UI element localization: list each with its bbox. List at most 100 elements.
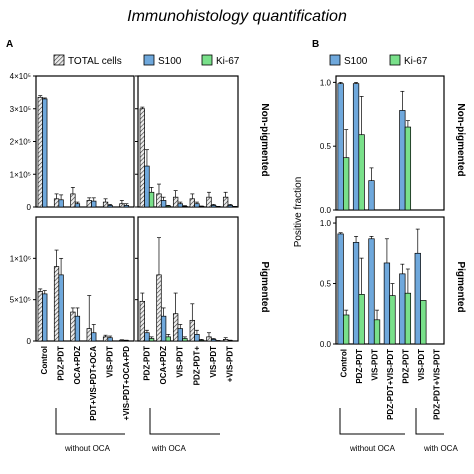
a-r1-s0-bar-total	[53, 266, 60, 342]
a-r1-s0-frame	[35, 216, 135, 342]
a-r1-s1-bar-total	[189, 319, 195, 342]
a-r1-s0-bar-total	[119, 339, 125, 342]
b-bracket-without-oca	[339, 408, 405, 435]
b-r0-bar-s100	[337, 83, 344, 211]
a-r0-s0-ytick-label: 2×10⁵	[10, 138, 31, 147]
row-label-a-nonpigmented: Non-pigmented	[259, 103, 270, 176]
a-r1-s0-bar-total	[86, 328, 92, 342]
b-r1-category-label: PDZ-PDT+VIS-PDT	[432, 349, 441, 420]
a-r1-s0-bar-s100	[74, 315, 81, 342]
b-group-label-without-oca: without OCA	[349, 444, 396, 453]
plots-layer: 0 1×10⁵ 2×10⁵ 3×10⁵ 4×10⁵ 0 5×10⁵ 1×10⁶ Control P…	[10, 72, 445, 435]
a-r0-s0-bar-total	[119, 203, 125, 208]
legend-label-b-ki67: Ki-67	[404, 56, 428, 67]
a-r0-s1-bar-total	[206, 196, 212, 208]
a-r0-s0-bar-s100	[91, 200, 97, 208]
legend-swatch-s100	[143, 54, 155, 66]
a-r1-s0-bar-s100	[107, 337, 113, 342]
a-r1-s1-bar-total	[139, 300, 145, 342]
b-r1-bar-s100	[414, 252, 421, 345]
b-r0-ytick-label: 0.0	[320, 206, 332, 215]
a-r0-s1-bar-ki67	[148, 191, 155, 208]
a-r0-s0-bar-s100	[107, 205, 113, 208]
a-r0-s0-ytick-label: 4×10⁵	[10, 72, 31, 81]
legend-label-ki67: Ki-67	[216, 56, 240, 67]
a-r0-s0-ytick-label: 1×10⁵	[10, 170, 31, 179]
b-r1-bar-ki67	[358, 294, 365, 345]
a-r0-s0-bar-total	[37, 96, 43, 208]
a-r0-s0-bar-s100	[123, 205, 130, 208]
a-r0-s1-bar-ki67	[165, 205, 171, 208]
a-r1-s1-bar-ki67	[182, 338, 188, 342]
a-bracket-without-oca	[55, 408, 125, 435]
a-r0-s1-bar-s100	[210, 205, 217, 208]
legend-swatch-b-ki67	[389, 54, 401, 66]
a-r1-s0-bar-total	[37, 291, 43, 342]
a-r1-s0-category-label: PDT+VIS-PDT+OCA	[89, 346, 98, 421]
a-r1-s1-bar-ki67	[198, 339, 205, 342]
b-r1-bar-s100	[399, 273, 406, 345]
a-r1-s0-bar-total	[70, 311, 76, 342]
b-r1-bar-s100	[383, 262, 391, 345]
b-bracket-with-oca	[415, 408, 444, 435]
b-r0-ytick-label: 0.5	[320, 142, 332, 151]
legend-swatch-ki67	[201, 54, 213, 66]
b-r1-bar-ki67	[404, 292, 412, 345]
a-r0-s0-bar-s100	[58, 199, 64, 208]
a-r0-s1-bar-s100	[160, 200, 167, 208]
a-r1-s0-category-label: VIS-PDT	[106, 346, 115, 378]
a-group-label-without-oca: without OCA	[64, 444, 111, 453]
a-r1-s1-bar-total	[156, 274, 162, 342]
a-bracket-with-oca	[149, 408, 220, 435]
a-r1-s1-category-label: VIS-PDT	[176, 346, 185, 378]
a-r1-s0-bar-s100	[42, 293, 48, 342]
b-r0-bar-ki67	[404, 126, 412, 211]
a-r0-s1-bar-total	[156, 193, 162, 208]
a-r1-s1-bar-s100	[144, 332, 150, 342]
a-r1-s1-bar-s100	[194, 334, 200, 342]
legend-label-b-s100: S100	[344, 56, 368, 67]
row-label-a-pigmented: Pigmented	[259, 261, 270, 312]
b-r1-bar-ki67	[373, 319, 381, 345]
a-r1-s0-category-label: Control	[40, 346, 49, 374]
a-r1-s1-bar-ki67	[165, 336, 171, 342]
b-group-label-with-oca: with OCA	[423, 444, 458, 453]
a-r0-s0-bar-total	[102, 201, 109, 208]
b-r0-bar-s100	[399, 110, 406, 211]
a-r0-s1-bar-ki67	[198, 205, 205, 208]
a-r1-s1-frame	[137, 216, 239, 342]
a-r1-s1-category-label: +VIS-PDT	[226, 346, 235, 382]
a-r1-s1-category-label: VIS-PDT	[209, 346, 218, 378]
figure-title: Immunohistology quantification	[127, 8, 347, 25]
a-r0-s1-bar-total	[189, 198, 195, 208]
a-r1-s1-bar-ki67	[148, 338, 155, 342]
legend-label-s100: S100	[158, 56, 182, 67]
b-r1-bar-ki67	[343, 314, 350, 345]
a-r0-s0-bar-total	[86, 200, 92, 208]
b-r1-ytick-label: 1.0	[320, 219, 332, 228]
a-r1-s1-category-label: PDZ-PDT	[142, 346, 151, 381]
row-label-b-nonpigmented: Non-pigmented	[455, 103, 466, 176]
a-r0-s0-ytick-label: 3×10⁵	[10, 105, 31, 114]
b-r0-bar-s100	[352, 83, 360, 211]
b-r1-category-label: PDZ-PDT	[355, 349, 364, 384]
a-r1-s0-ytick-label: 1×10⁶	[10, 254, 31, 263]
a-r0-s0-bar-total	[70, 193, 76, 208]
a-r1-s1-bar-total	[206, 336, 212, 342]
a-r1-s1-bar-s100	[177, 328, 183, 342]
b-r0-bar-s100	[368, 180, 375, 211]
a-r1-s0-ytick-label: 0	[27, 337, 32, 346]
legend-swatch-b-s100	[329, 54, 341, 66]
b-r0-bar-ki67	[343, 157, 350, 211]
b-r1-ytick-label: 0.5	[320, 280, 332, 289]
panel-a-label: A	[6, 39, 13, 50]
a-r1-s0-bar-total	[102, 336, 109, 342]
panel-b-label: B	[312, 39, 319, 50]
a-r1-s1-category-label: PDZ-PDT+	[192, 346, 201, 386]
b-r1-category-label: VIS-PDT	[417, 349, 426, 381]
a-r0-s1-bar-s100	[144, 165, 150, 208]
a-r0-s1-bar-s100	[227, 205, 233, 208]
a-group-label-with-oca: with OCA	[151, 444, 186, 453]
b-r1-bar-ki67	[420, 300, 427, 345]
